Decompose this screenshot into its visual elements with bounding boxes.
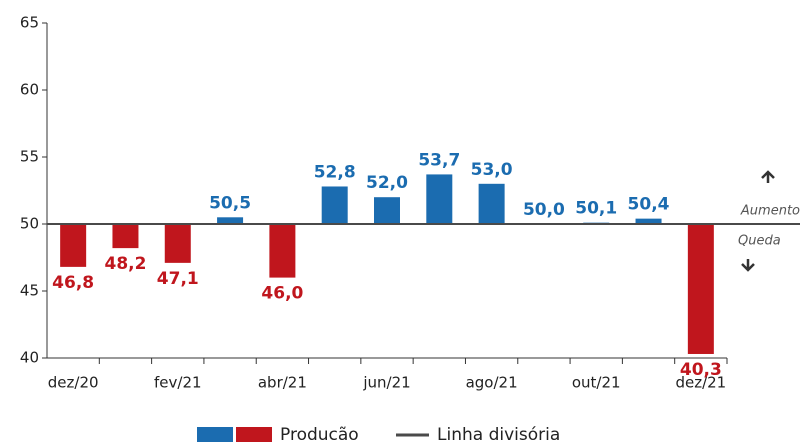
value-label: 50,4	[628, 195, 670, 215]
x-tick-label: jun/21	[362, 374, 410, 392]
value-label: 40,3	[680, 360, 722, 380]
value-label: 46,0	[261, 284, 303, 304]
value-label: 48,2	[104, 254, 146, 274]
y-tick-label: 50	[20, 215, 39, 233]
bar	[687, 224, 714, 354]
annotation: Aumento	[740, 204, 800, 219]
value-label: 52,0	[366, 173, 408, 193]
value-label: 50,5	[209, 193, 251, 213]
bar	[426, 174, 453, 224]
value-label: 50,0	[523, 200, 565, 220]
bar	[321, 186, 348, 224]
legend-label: Linha divisória	[437, 425, 560, 443]
value-label: 50,1	[575, 199, 617, 219]
bar	[112, 224, 139, 249]
bar	[217, 217, 244, 224]
legend-label: Producão	[280, 425, 359, 443]
legend-swatch	[197, 427, 233, 442]
arrows	[741, 170, 775, 272]
value-label: 47,1	[157, 269, 199, 289]
bar	[478, 183, 505, 224]
legend-swatch	[236, 427, 272, 442]
y-tick-label: 40	[20, 349, 39, 367]
annotation: Queda	[738, 234, 781, 249]
x-tick-label: fev/21	[154, 374, 202, 392]
bar	[164, 224, 191, 263]
x-tick-label: dez/20	[48, 374, 99, 392]
x-tick-label: abr/21	[258, 374, 307, 392]
value-label: 46,8	[52, 273, 94, 293]
value-label: 52,8	[314, 162, 356, 182]
x-tick-label: ago/21	[466, 374, 518, 392]
bar	[635, 218, 662, 224]
x-tick-label: out/21	[572, 374, 621, 392]
y-tick-label: 65	[20, 14, 39, 32]
bar	[60, 224, 87, 267]
bar	[269, 224, 296, 278]
y-tick-label: 45	[20, 282, 39, 300]
bar	[374, 197, 400, 224]
x-tick-label: dez/21	[675, 374, 726, 392]
y-tick-label: 55	[20, 148, 39, 166]
value-label: 53,0	[471, 160, 513, 180]
y-tick-label: 60	[20, 81, 39, 99]
value-label: 53,7	[418, 150, 460, 170]
